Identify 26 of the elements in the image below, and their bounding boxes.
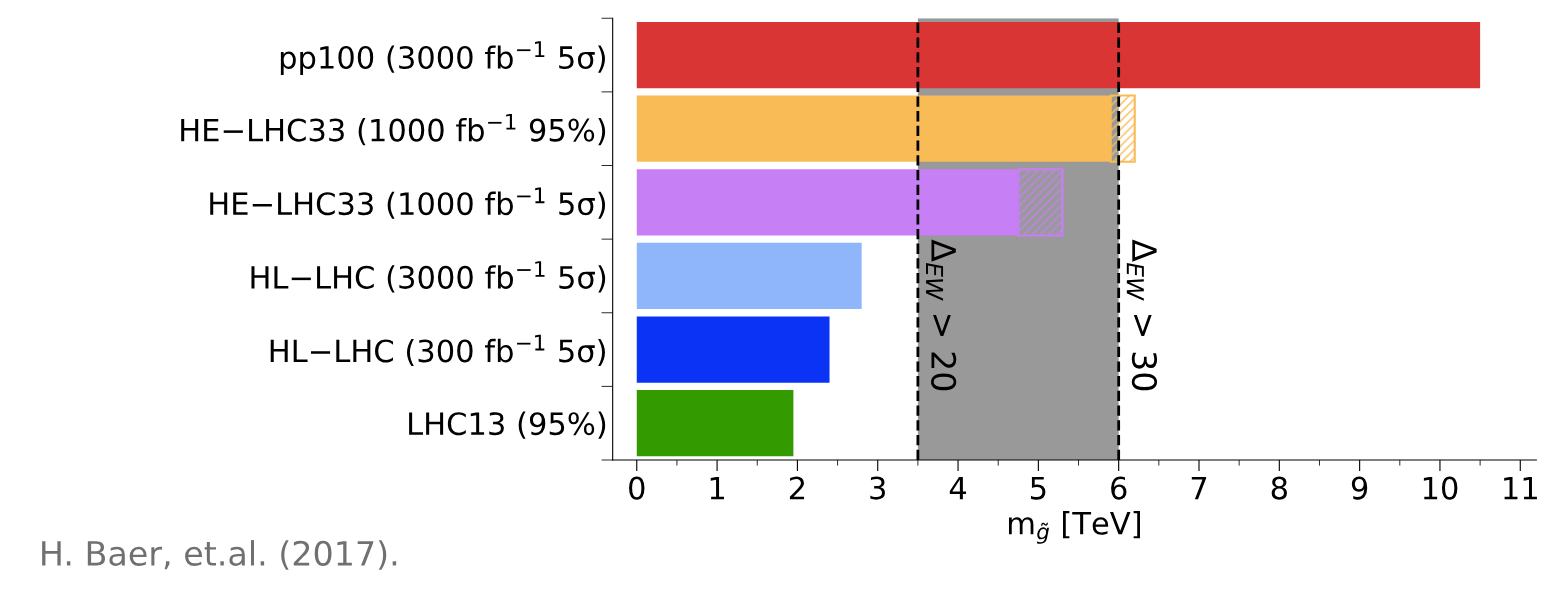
x-tick-label: 9 [1351, 476, 1368, 500]
x-tick-label: 5 [1031, 476, 1046, 500]
text: H. Baer, et.al. (2017). [42, 540, 397, 570]
bar [636, 242, 862, 310]
y-tick-label: HE−LHC33 (1000 fb$^{−1}$ 5σ) [210, 187, 606, 219]
x-tick-label: 2 [789, 476, 805, 500]
y-tick-label: LHC13 (95%) [409, 411, 606, 439]
ref-line-label: Δ$_{EW}$ > 30 [1126, 239, 1158, 391]
bar [636, 21, 1481, 89]
bar [636, 316, 830, 383]
ref-line-label: Δ$_{EW}$ > 20 [926, 239, 957, 391]
bar [636, 390, 794, 457]
y-tick-label: HL−LHC (3000 fb$^{−1}$ 5σ) [251, 261, 606, 293]
x-tick-label: 7 [1191, 476, 1207, 500]
x-tick-label: 3 [870, 476, 885, 500]
x-tick-label: 10 [1423, 476, 1458, 500]
x-tick-label: 0 [629, 476, 645, 500]
x-tick-label: 1 [710, 476, 724, 500]
x-axis-title: m$_{g̃}$ [TeV] [1008, 511, 1140, 544]
x-tick-label: 11 [1504, 476, 1537, 500]
x-tick-label: 4 [949, 476, 967, 500]
x-tick-label: 6 [1111, 476, 1127, 500]
y-tick-label: HL−LHC (300 fb$^{−1}$ 5σ) [270, 334, 605, 367]
y-tick-label: pp100 (3000 fb$^{−1}$ 5σ) [280, 41, 605, 75]
x-tick-label: 8 [1271, 476, 1287, 500]
y-tick-label: HE−LHC33 (1000 fb$^{−1}$ 95%) [181, 113, 606, 146]
